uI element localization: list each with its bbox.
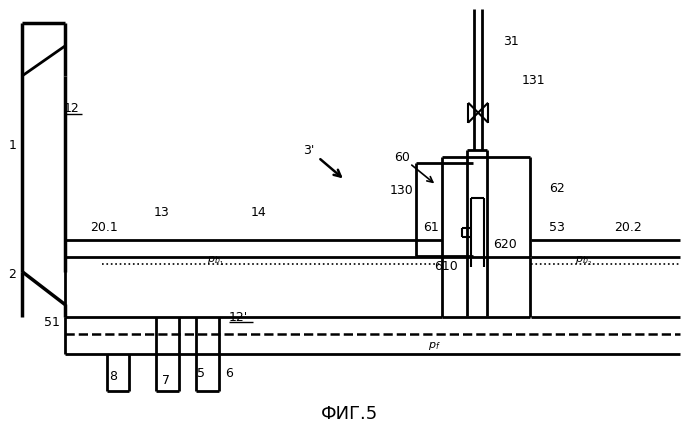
Text: ФИГ.5: ФИГ.5: [320, 405, 377, 423]
Text: 61: 61: [424, 221, 440, 234]
Text: 130: 130: [390, 184, 414, 196]
Text: $p_{b_2}$: $p_{b_2}$: [575, 255, 592, 268]
Text: 14: 14: [251, 205, 266, 218]
Text: 12': 12': [229, 311, 248, 324]
Text: 2: 2: [8, 268, 16, 281]
Text: 51: 51: [44, 316, 60, 329]
Text: 1: 1: [8, 139, 16, 152]
Text: 3': 3': [303, 144, 314, 157]
Text: 13: 13: [153, 205, 169, 218]
Text: 31: 31: [503, 35, 519, 48]
Text: 53: 53: [549, 221, 565, 234]
Text: 7: 7: [162, 375, 170, 387]
Text: 620: 620: [493, 238, 517, 251]
Text: $p_{f}$: $p_{f}$: [428, 340, 441, 352]
Text: 62: 62: [549, 181, 565, 195]
Text: 8: 8: [110, 370, 117, 384]
Text: 60: 60: [394, 151, 410, 164]
Text: 6: 6: [225, 368, 233, 381]
Text: 12: 12: [64, 102, 80, 115]
Text: 20.1: 20.1: [89, 221, 117, 234]
Text: 5: 5: [197, 368, 205, 381]
Text: 20.2: 20.2: [614, 221, 642, 234]
Text: $p_{b_1}$: $p_{b_1}$: [208, 255, 224, 268]
Text: 610: 610: [435, 260, 459, 273]
Text: 131: 131: [522, 74, 546, 88]
